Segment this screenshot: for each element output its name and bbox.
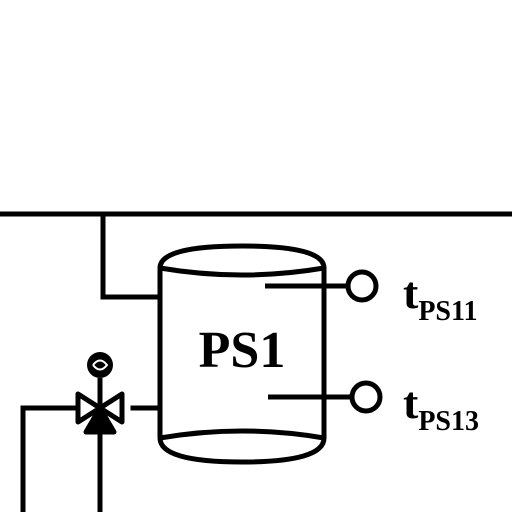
sensor-ps13-sub: PS13 — [418, 406, 479, 437]
valve-actuator-icon — [87, 352, 113, 378]
storage-tank — [157, 243, 327, 465]
sensor-ps13-circle — [349, 380, 383, 414]
sensor-ps11-label: tPS11 — [403, 267, 477, 327]
left-return-pipe — [20, 405, 78, 512]
supply-branch-pipe — [100, 211, 163, 300]
tank-label: PS1 — [199, 322, 286, 379]
sensor-ps11 — [265, 269, 379, 303]
sensor-ps13-label: tPS13 — [403, 377, 479, 437]
sensor-ps11-sub: PS11 — [418, 296, 477, 327]
sensor-ps11-main: t — [403, 267, 419, 318]
sensor-ps13-main: t — [403, 377, 419, 428]
sensor-ps13 — [268, 380, 383, 414]
three-way-valve — [75, 378, 125, 435]
sensor-ps11-circle — [345, 269, 379, 303]
